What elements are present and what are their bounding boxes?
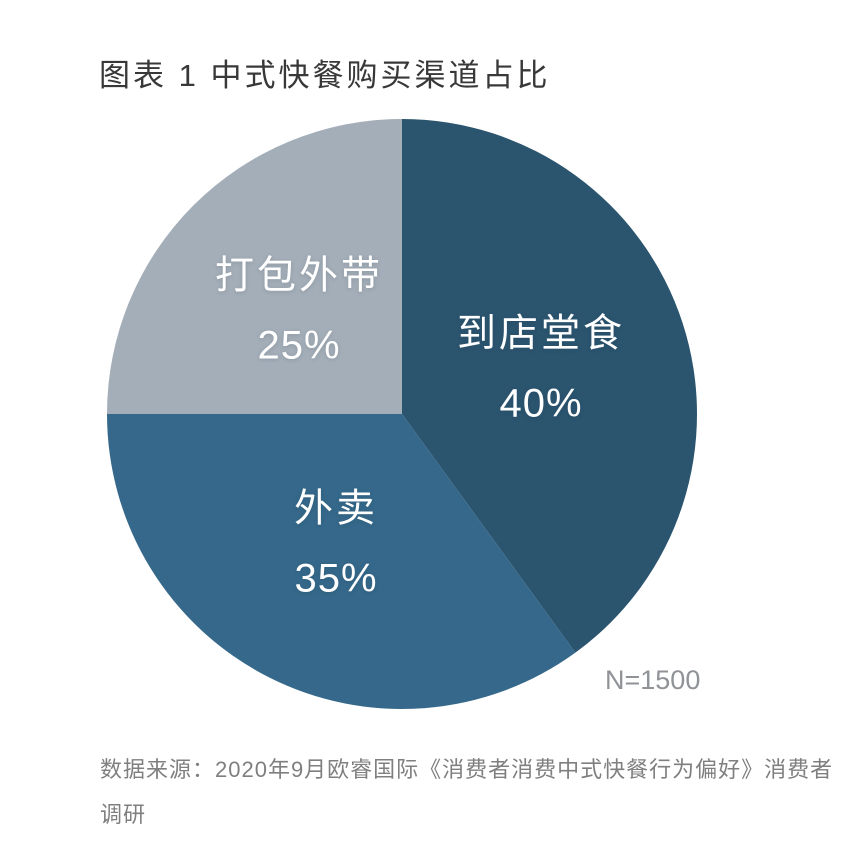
pie-slice-1	[402, 119, 698, 653]
pie-slice-3	[107, 119, 402, 414]
source-line-1: 数据来源：2020年9月欧睿国际《消费者消费中式快餐行为偏好》消费者	[100, 757, 834, 782]
source-note: 数据来源：2020年9月欧睿国际《消费者消费中式快餐行为偏好》消费者 调研	[100, 747, 840, 837]
sample-size-note: N=1500	[605, 665, 701, 695]
source-line-2: 调研	[100, 802, 147, 827]
pie-slice-2	[106, 414, 576, 710]
figure-title: 图表 1 中式快餐购买渠道占比	[99, 58, 551, 93]
